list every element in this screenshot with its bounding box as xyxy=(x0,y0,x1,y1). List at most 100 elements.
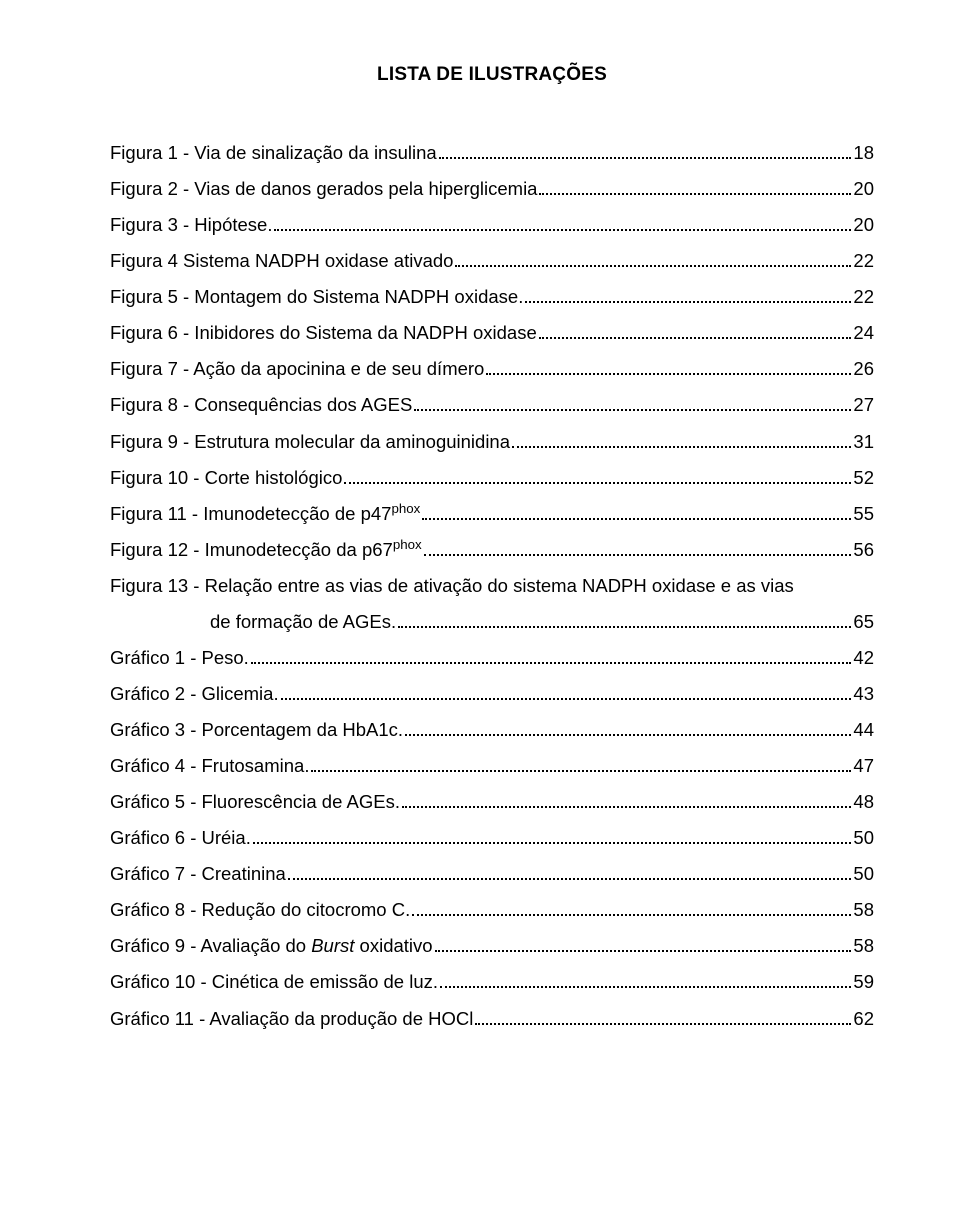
toc-label: Figura 5 - Montagem do Sistema NADPH oxi… xyxy=(110,279,523,315)
toc-page-number: 20 xyxy=(853,171,874,207)
page-title: LISTA DE ILUSTRAÇÕES xyxy=(110,56,874,93)
toc-label: Gráfico 6 - Uréia. xyxy=(110,820,251,856)
toc-label: de formação de AGEs. xyxy=(210,604,396,640)
toc-page-number: 50 xyxy=(853,856,874,892)
toc-leader-dots xyxy=(475,1012,851,1024)
toc-leader-dots xyxy=(539,183,851,195)
toc-label: Figura 12 - Imunodetecção da p67phox xyxy=(110,532,422,568)
toc-label: Figura 10 - Corte histológico xyxy=(110,460,342,496)
toc-page-number: 55 xyxy=(853,496,874,532)
toc-page-number: 18 xyxy=(853,135,874,171)
toc-entry: Gráfico 3 - Porcentagem da HbA1c.44 xyxy=(110,712,874,748)
toc-entry: Figura 7 - Ação da apocinina e de seu dí… xyxy=(110,351,874,387)
toc-leader-dots xyxy=(512,435,851,447)
toc-leader-dots xyxy=(344,471,851,483)
toc-leader-dots xyxy=(311,760,851,772)
toc-label: Figura 11 - Imunodetecção de p47phox xyxy=(110,496,420,532)
toc-page-number: 47 xyxy=(853,748,874,784)
toc-leader-dots xyxy=(435,940,852,952)
toc-page-number: 42 xyxy=(853,640,874,676)
toc-entry: Gráfico 10 - Cinética de emissão de luz.… xyxy=(110,964,874,1000)
toc-entry: Gráfico 5 - Fluorescência de AGEs. 48 xyxy=(110,784,874,820)
toc-leader-dots xyxy=(440,976,851,988)
toc-entry: de formação de AGEs. 65 xyxy=(110,604,874,640)
toc-entry: Figura 5 - Montagem do Sistema NADPH oxi… xyxy=(110,279,874,315)
toc-leader-dots xyxy=(539,327,852,339)
toc-entry: Gráfico 2 - Glicemia.43 xyxy=(110,676,874,712)
toc-page-number: 20 xyxy=(853,207,874,243)
toc-leader-dots xyxy=(288,868,852,880)
toc-label: Gráfico 8 - Redução do citocromo C. xyxy=(110,892,410,928)
toc-entry: Gráfico 4 - Frutosamina. 47 xyxy=(110,748,874,784)
toc-label: Figura 9 - Estrutura molecular da aminog… xyxy=(110,424,510,460)
toc-entry: Figura 9 - Estrutura molecular da aminog… xyxy=(110,424,874,460)
toc-page-number: 62 xyxy=(853,1001,874,1037)
toc-label: Figura 4 Sistema NADPH oxidase ativado xyxy=(110,243,453,279)
toc-label: Figura 13 - Relação entre as vias de ati… xyxy=(110,568,794,604)
toc-label: Figura 1 - Via de sinalização da insulin… xyxy=(110,135,437,171)
toc-page-number: 56 xyxy=(853,532,874,568)
toc-page-number: 31 xyxy=(853,424,874,460)
toc-page-number: 22 xyxy=(853,243,874,279)
toc-entry: Gráfico 9 - Avaliação do Burst oxidativo… xyxy=(110,928,874,964)
toc-leader-dots xyxy=(281,688,852,700)
toc-entry: Gráfico 1 - Peso. 42 xyxy=(110,640,874,676)
superscript: phox xyxy=(393,537,422,552)
toc-leader-dots xyxy=(274,219,851,231)
toc-entry: Figura 2 - Vias de danos gerados pela hi… xyxy=(110,171,874,207)
toc-label: Figura 6 - Inibidores do Sistema da NADP… xyxy=(110,315,537,351)
toc-page-number: 24 xyxy=(853,315,874,351)
toc-page-number: 48 xyxy=(853,784,874,820)
toc-entry: Figura 11 - Imunodetecção de p47phox 55 xyxy=(110,496,874,532)
toc-page-number: 59 xyxy=(853,964,874,1000)
toc-leader-dots xyxy=(253,832,852,844)
toc-label: Gráfico 3 - Porcentagem da HbA1c. xyxy=(110,712,403,748)
toc-leader-dots xyxy=(251,652,852,664)
toc-entry: Gráfico 8 - Redução do citocromo C. 58 xyxy=(110,892,874,928)
toc-entry: Gráfico 7 - Creatinina 50 xyxy=(110,856,874,892)
toc-page-number: 58 xyxy=(853,928,874,964)
toc-label: Gráfico 5 - Fluorescência de AGEs. xyxy=(110,784,400,820)
toc-leader-dots xyxy=(412,904,851,916)
toc-label: Figura 8 - Consequências dos AGES xyxy=(110,387,412,423)
toc-page-number: 50 xyxy=(853,820,874,856)
toc-list: Figura 1 - Via de sinalização da insulin… xyxy=(110,135,874,1037)
toc-page-number: 43 xyxy=(853,676,874,712)
toc-leader-dots xyxy=(439,147,852,159)
toc-entry: Figura 13 - Relação entre as vias de ati… xyxy=(110,568,874,604)
toc-entry: Figura 10 - Corte histológico 52 xyxy=(110,460,874,496)
toc-entry: Gráfico 11 - Avaliação da produção de HO… xyxy=(110,1001,874,1037)
toc-leader-dots xyxy=(405,724,851,736)
toc-page-number: 65 xyxy=(853,604,874,640)
toc-leader-dots xyxy=(486,363,851,375)
toc-label: Gráfico 11 - Avaliação da produção de HO… xyxy=(110,1001,473,1037)
toc-page-number: 26 xyxy=(853,351,874,387)
toc-leader-dots xyxy=(424,544,852,556)
toc-label: Gráfico 7 - Creatinina xyxy=(110,856,286,892)
toc-entry: Figura 6 - Inibidores do Sistema da NADP… xyxy=(110,315,874,351)
toc-entry: Figura 4 Sistema NADPH oxidase ativado 22 xyxy=(110,243,874,279)
italic-word: Burst xyxy=(311,935,354,956)
toc-label-tail: oxidativo xyxy=(354,935,432,956)
toc-label: Gráfico 9 - Avaliação do Burst oxidativo xyxy=(110,928,433,964)
toc-leader-dots xyxy=(525,291,851,303)
toc-entry: Figura 1 - Via de sinalização da insulin… xyxy=(110,135,874,171)
toc-leader-dots xyxy=(455,255,851,267)
toc-label: Figura 3 - Hipótese. xyxy=(110,207,272,243)
toc-leader-dots xyxy=(398,616,851,628)
toc-leader-dots xyxy=(402,796,851,808)
page: LISTA DE ILUSTRAÇÕES Figura 1 - Via de s… xyxy=(0,0,960,1211)
toc-page-number: 27 xyxy=(853,387,874,423)
toc-label: Figura 2 - Vias de danos gerados pela hi… xyxy=(110,171,537,207)
toc-entry: Figura 8 - Consequências dos AGES 27 xyxy=(110,387,874,423)
toc-entry: Figura 3 - Hipótese. 20 xyxy=(110,207,874,243)
toc-label: Figura 7 - Ação da apocinina e de seu dí… xyxy=(110,351,484,387)
toc-leader-dots xyxy=(422,508,851,520)
toc-entry: Gráfico 6 - Uréia. 50 xyxy=(110,820,874,856)
superscript: phox xyxy=(391,501,420,516)
toc-entry: Figura 12 - Imunodetecção da p67phox 56 xyxy=(110,532,874,568)
toc-label: Gráfico 4 - Frutosamina. xyxy=(110,748,309,784)
toc-page-number: 58 xyxy=(853,892,874,928)
toc-page-number: 22 xyxy=(853,279,874,315)
toc-page-number: 52 xyxy=(853,460,874,496)
